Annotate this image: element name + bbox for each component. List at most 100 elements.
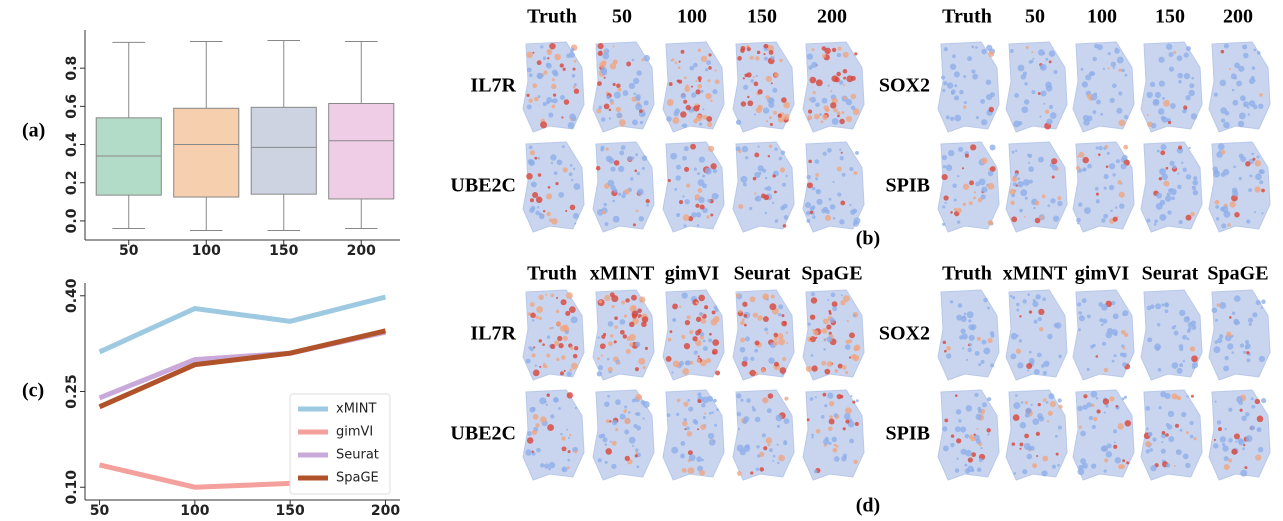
tissue-spot [533,414,539,420]
tissue-spot [1191,113,1197,119]
tissue-spot [530,150,535,155]
y-tick-label: 0.4 [64,132,80,157]
tissue-spot [1121,69,1125,73]
tissue-map [1141,390,1202,480]
tissue-spot [698,197,704,203]
tissue-spot [1122,155,1128,161]
tissue-spot [836,445,839,448]
tissue-spot [1107,443,1112,448]
tissue-spot [763,446,767,450]
tissue-spot [642,167,645,170]
tissue-spot [532,83,537,88]
tissue-spot [950,117,954,121]
tissue-spot [968,457,973,462]
tissue-spot [1158,368,1162,372]
tissue-spot [557,159,563,165]
tissue-spot [597,336,599,338]
tissue-spot [829,198,832,201]
tissue-spot [1048,411,1053,416]
tissue-spot [969,201,973,205]
tissue-spot [770,123,773,126]
tissue-spot [691,86,693,88]
tissue-spot [954,208,957,211]
tissue-spot [1236,396,1243,403]
tissue-spot [1166,463,1170,467]
tissue-spot [562,446,567,451]
tissue-spot [563,336,568,341]
tissue-spot [773,111,777,115]
tissue-spot [979,178,986,185]
tissue-spot [963,184,969,190]
tissue-spot [1251,397,1254,400]
tissue-spot [977,467,982,472]
tissue-map [938,290,999,380]
tissue-spot [1053,216,1059,222]
tissue-spot [1261,307,1263,309]
tissue-spot [1190,435,1194,439]
tissue-spot [547,335,550,338]
tissue-spot [778,313,781,316]
tissue-spot [1029,358,1035,364]
tissue-spot [805,202,811,208]
tissue-spot [954,84,957,87]
tissue-spot [773,333,778,338]
tissue-spot [601,117,606,122]
tissue-spot [811,365,817,371]
y-tick-label: 0.10 [64,470,80,505]
tissue-spot [627,156,632,161]
tissue-map [663,42,724,132]
tissue-spot [822,98,828,104]
tissue-spot [760,467,765,472]
tissue-spot [1121,163,1127,169]
tissue-spot [1034,369,1040,375]
tissue-spot [763,107,769,113]
tissue-spot [556,321,561,326]
tissue-spot [756,75,758,77]
tissue-spot [707,199,711,203]
tissue-spot [974,393,978,397]
tissue-spot [1014,93,1019,98]
tissue-spot [854,217,861,224]
tissue-spot [1042,52,1045,55]
tissue-spot [1179,220,1183,224]
tissue-spot [807,322,810,325]
tissue-spot [1057,196,1061,200]
tissue-spot [536,448,541,453]
tissue-spot [1038,157,1044,163]
legend-label: SpaGE [336,471,379,486]
tissue-spot [1232,100,1238,106]
tissue-spot [1186,215,1192,221]
tissue-spot [806,175,810,179]
tissue-spot [980,447,982,449]
tissue-spot [698,179,705,186]
tissue-spot [1038,92,1041,95]
tissue-spot [1160,169,1163,172]
tissue-spot [815,177,818,180]
tissue-spot [971,452,976,457]
tissue-spot [841,294,843,296]
tissue-spot [781,150,785,154]
tissue-spot [757,146,759,148]
tissue-spot [822,46,826,50]
tissue-spot [1079,315,1085,321]
tissue-spot [763,316,769,322]
tissue-spot [680,111,686,117]
tissue-spot [708,338,712,342]
tissue-spot [768,393,774,399]
tissue-spot [990,363,994,367]
tissue-spot [743,183,747,187]
tissue-spot [1026,454,1032,460]
tissue-spot [1053,70,1057,74]
tissue-map [733,290,794,380]
tissue-spot [530,302,535,307]
tissue-spot [830,90,832,92]
tissue-spot [604,295,610,301]
tissue-spot [570,205,576,211]
tissue-spot [1168,121,1171,124]
tissue-spot [1043,398,1047,402]
tissue-spot [746,398,751,403]
tissue-spot [1166,167,1169,170]
tissue-spot [1012,296,1015,299]
tissue-spot [697,172,700,175]
tissue-spot [1223,169,1230,176]
